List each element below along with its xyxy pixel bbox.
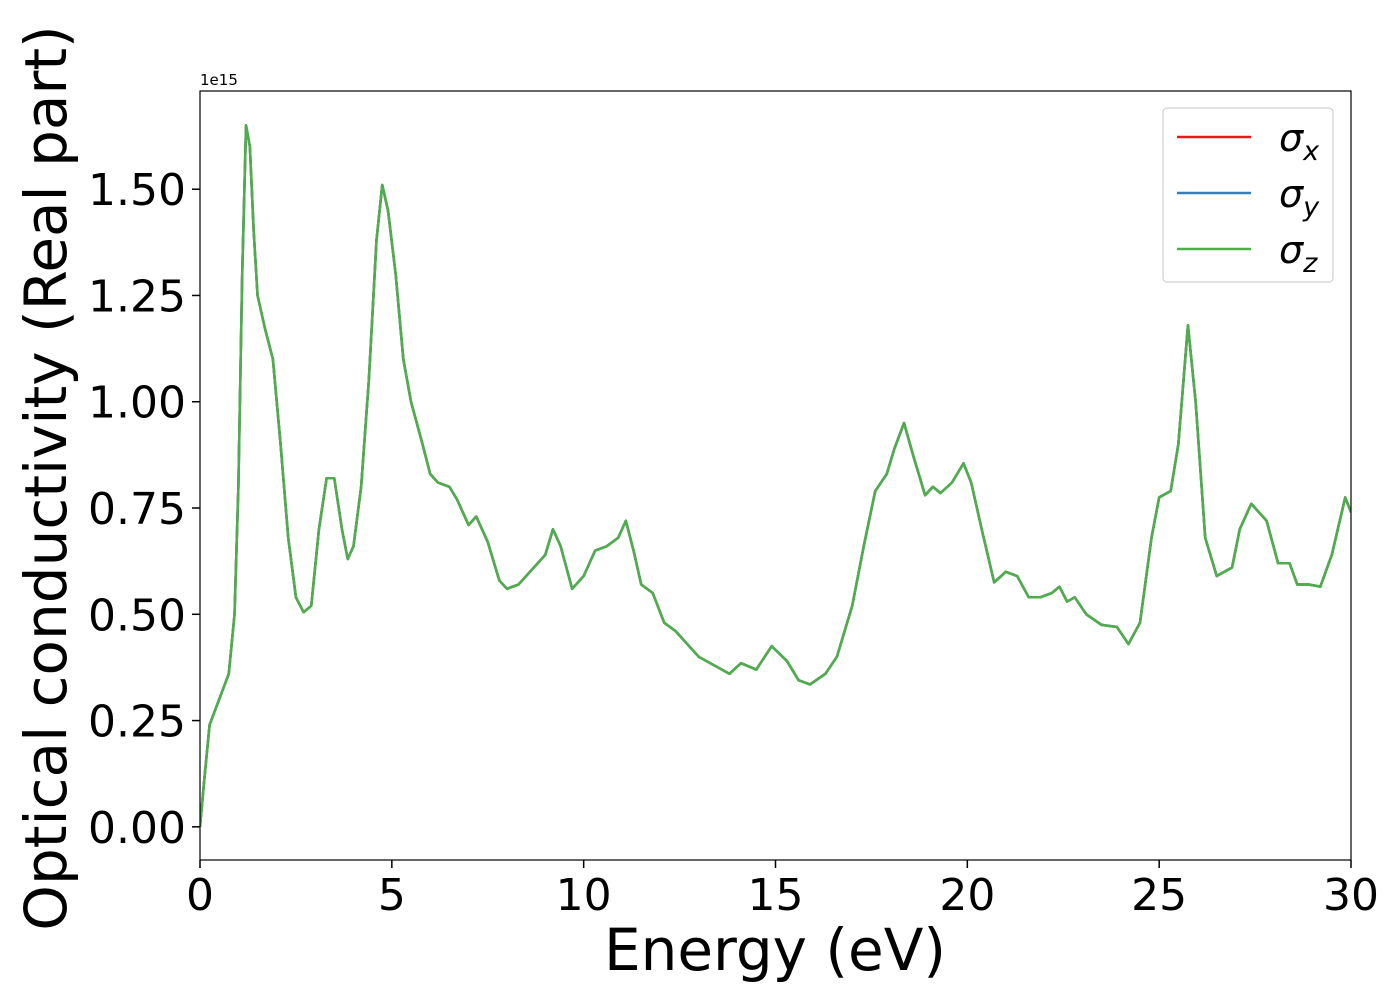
y-tick-label: 1.50	[88, 165, 186, 216]
y-tick-label: 0.25	[88, 697, 186, 748]
x-tick-label: 30	[1323, 870, 1379, 921]
legend-label: σz	[1279, 228, 1318, 279]
offset-text: 1e15	[200, 71, 238, 89]
y-tick-label: 1.25	[88, 271, 186, 322]
legend-label: σy	[1279, 172, 1320, 223]
y-tick-label: 1.00	[88, 378, 186, 429]
x-tick-label: 15	[748, 870, 804, 921]
y-tick-label: 0.50	[88, 590, 186, 641]
x-tick-label: 25	[1131, 870, 1187, 921]
x-tick-label: 20	[939, 870, 995, 921]
legend-label: σx	[1279, 116, 1320, 167]
plot-frame	[199, 90, 1352, 861]
x-tick-label: 10	[556, 870, 612, 921]
y-axis-label: Optical conductivity (Real part)	[12, 25, 80, 930]
x-axis-label: Energy (eV)	[604, 916, 946, 984]
y-tick-label: 0.75	[88, 484, 186, 535]
x-tick-label: 5	[378, 870, 406, 921]
y-tick-label: 0.00	[88, 803, 186, 854]
legend-box	[1162, 107, 1334, 283]
x-tick-label: 0	[186, 870, 214, 921]
line	[200, 124, 1351, 827]
